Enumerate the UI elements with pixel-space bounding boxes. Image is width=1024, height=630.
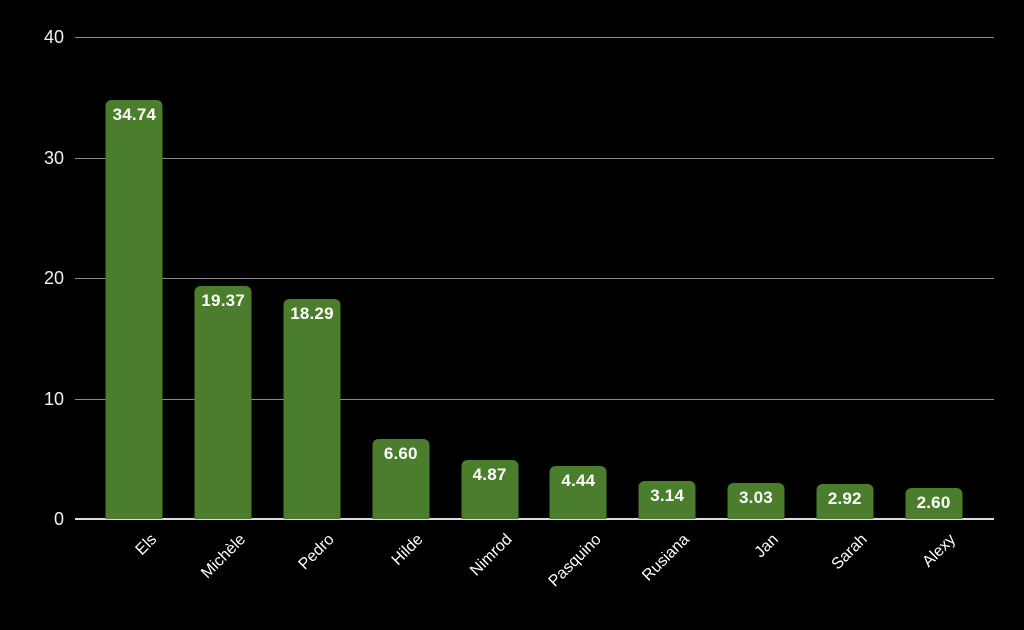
x-axis-label: Alexy xyxy=(919,531,960,571)
y-axis-tick-label: 30 xyxy=(43,147,64,168)
bar[interactable]: 19.37 xyxy=(194,285,252,519)
gridline xyxy=(75,278,994,279)
x-axis-label: Hilde xyxy=(389,531,427,569)
y-axis-tick-label: 20 xyxy=(43,268,64,288)
bar-value-label: 3.03 xyxy=(739,487,773,507)
bar[interactable]: 4.87 xyxy=(461,460,519,519)
x-axis-label: Jan xyxy=(751,531,783,562)
bar[interactable]: 34.74 xyxy=(105,100,163,519)
x-axis-label: Michèle xyxy=(198,531,250,583)
bar-value-label: 3.14 xyxy=(650,486,685,506)
bar[interactable]: 2.60 xyxy=(905,487,963,519)
bar-slot: 6.60 Hilde xyxy=(356,37,445,569)
bar-slot: 4.44 Pasquino xyxy=(534,37,623,590)
x-axis-label: Sarah xyxy=(828,531,871,574)
x-axis-label: Pedro xyxy=(295,531,339,574)
bar[interactable]: 18.29 xyxy=(283,298,341,519)
bar-slot: 4.87 Nimrod xyxy=(445,37,534,579)
x-axis-label: Pasquino xyxy=(545,531,605,591)
bar[interactable]: 4.44 xyxy=(549,465,607,519)
bar-slot: 19.37 Michèle xyxy=(179,37,268,582)
bar-value-label: 2.92 xyxy=(827,488,862,508)
bar[interactable]: 3.14 xyxy=(638,481,696,519)
gridline xyxy=(75,37,994,38)
bar-slot: 3.14 Rusiana xyxy=(623,37,712,585)
gridline xyxy=(75,157,994,159)
y-axis-tick-label: 10 xyxy=(43,388,64,409)
bars-row: 34.74 Els 19.37 Michèle 18.29 Pedro 6.60… xyxy=(90,37,978,590)
bar-value-label: 2.60 xyxy=(916,492,951,512)
bar-value-label: 34.74 xyxy=(112,105,157,125)
x-axis-label: Rusiana xyxy=(639,531,694,585)
bar-value-label: 4.44 xyxy=(561,470,596,490)
gridline xyxy=(75,398,994,400)
x-axis-label: Els xyxy=(132,531,161,559)
bar-value-label: 4.87 xyxy=(472,465,507,485)
bar-value-label: 19.37 xyxy=(201,290,245,310)
bar-slot: 3.03 Jan xyxy=(712,37,801,561)
bar-slot: 2.60 Alexy xyxy=(889,37,978,571)
y-axis-tick-label: 0 xyxy=(53,509,64,529)
bar-slot: 34.74 Els xyxy=(90,37,179,559)
bar[interactable]: 3.03 xyxy=(727,482,785,519)
x-axis-line xyxy=(75,518,994,520)
bar[interactable]: 6.60 xyxy=(372,439,430,519)
bar-slot: 18.29 Pedro xyxy=(268,37,357,573)
bar-value-label: 18.29 xyxy=(290,303,334,323)
y-axis-tick-label: 40 xyxy=(43,27,64,47)
bar-slot: 2.92 Sarah xyxy=(800,37,889,573)
x-axis-label: Nimrod xyxy=(467,531,516,580)
bar[interactable]: 2.92 xyxy=(816,483,874,519)
bar-value-label: 6.60 xyxy=(383,444,418,464)
plot-area: 0 10 20 30 40 34.74 Els 19.37 Michèle 18.29 … xyxy=(44,27,994,590)
